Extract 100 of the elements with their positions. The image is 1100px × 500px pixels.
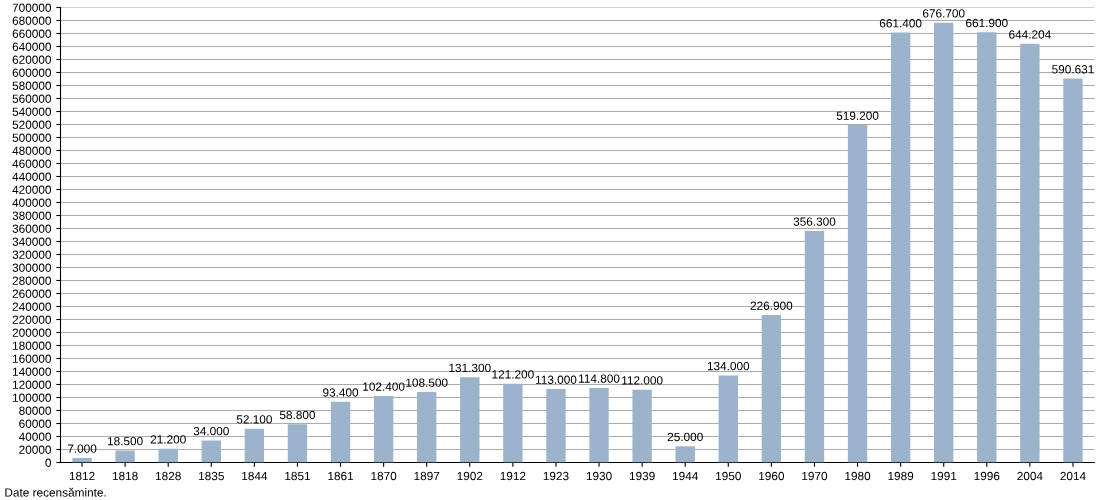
bar — [503, 383, 523, 463]
data-label: 134.000 — [707, 361, 750, 371]
x-tick-label: 1870 — [371, 471, 397, 481]
bar — [589, 387, 609, 463]
y-tick-label: 340000 — [12, 237, 52, 246]
x-tick-label: 2014 — [1060, 471, 1086, 481]
bar — [804, 230, 825, 463]
bar — [373, 395, 394, 463]
x-tick-label: 1828 — [155, 471, 181, 481]
x-tick-label: 1912 — [500, 471, 526, 481]
y-tick-label: 480000 — [12, 146, 52, 155]
data-label: 121.200 — [492, 370, 534, 379]
x-tick-label: 1818 — [112, 471, 138, 481]
y-tick-label: 160000 — [12, 354, 52, 363]
y-tick-label: 400000 — [12, 198, 52, 207]
bar — [115, 450, 135, 463]
y-tick-label: 200000 — [12, 328, 52, 337]
y-tick-label: 460000 — [12, 159, 52, 168]
data-label: 356.300 — [793, 217, 836, 226]
y-tick-label: 620000 — [12, 55, 52, 64]
x-tick-label: 1844 — [242, 471, 268, 481]
x-tick-label: 1902 — [457, 471, 483, 481]
x-tick-label: 1944 — [672, 471, 698, 481]
y-tick-label: 120000 — [12, 380, 52, 389]
x-tick-label: 1939 — [629, 471, 655, 481]
bar — [330, 401, 351, 463]
data-label: 644.204 — [1009, 30, 1051, 39]
y-tick-label: 40000 — [18, 432, 52, 441]
y-tick-label: 580000 — [12, 81, 52, 90]
bar — [977, 32, 997, 463]
y-tick-label: 420000 — [12, 185, 52, 194]
data-label: 113.000 — [535, 375, 577, 384]
y-tick-label: 0 — [45, 458, 52, 467]
bar — [201, 440, 221, 463]
bar — [244, 428, 265, 463]
x-tick-label: 1960 — [759, 471, 785, 481]
y-tick-label: 260000 — [12, 289, 52, 298]
bar — [72, 457, 92, 463]
y-tick-label: 440000 — [12, 172, 52, 181]
y-tick-label: 20000 — [19, 445, 52, 454]
x-tick-label: 2004 — [1017, 471, 1043, 481]
y-tick-label: 640000 — [12, 42, 52, 51]
y-tick-label: 60000 — [19, 419, 52, 428]
y-tick-label: 380000 — [12, 211, 52, 220]
bar — [718, 375, 738, 463]
data-label: 590.631 — [1052, 65, 1094, 74]
data-label: 102.400 — [363, 382, 405, 391]
bar — [417, 391, 437, 463]
x-tick-label: 1851 — [285, 471, 311, 481]
y-tick-label: 500000 — [12, 133, 52, 142]
data-label: 114.800 — [579, 374, 620, 383]
y-tick-label: 100000 — [12, 393, 52, 402]
y-tick-label: 300000 — [12, 263, 52, 272]
y-tick-label: 280000 — [12, 276, 52, 285]
x-tick-label: 1812 — [69, 471, 95, 481]
bar — [632, 389, 652, 463]
bar — [1063, 78, 1083, 463]
bar — [1020, 43, 1040, 463]
y-tick-label: 560000 — [12, 94, 52, 103]
data-label: 52.100 — [236, 415, 272, 424]
bar — [158, 448, 178, 463]
x-tick-label: 1989 — [888, 471, 914, 481]
bar — [546, 389, 566, 463]
data-label: 7.000 — [67, 444, 97, 453]
x-tick-label: 1950 — [716, 471, 741, 481]
bar — [287, 424, 308, 463]
data-label: 93.400 — [323, 388, 359, 397]
x-tick-label: 1835 — [199, 471, 224, 481]
y-tick-label: 360000 — [12, 224, 52, 233]
data-label: 25.000 — [667, 432, 703, 442]
y-tick-label: 240000 — [12, 302, 52, 311]
data-label: 131.300 — [449, 363, 491, 373]
y-tick-label: 680000 — [12, 16, 52, 25]
data-label: 108.500 — [406, 378, 448, 387]
y-tick-label: 80000 — [19, 406, 52, 415]
data-label: 58.800 — [279, 410, 316, 420]
data-label: 661.900 — [966, 18, 1008, 28]
bar — [460, 377, 480, 463]
data-label: 34.000 — [193, 426, 229, 436]
x-tick-label: 1970 — [802, 471, 828, 481]
x-tick-label: 1980 — [845, 471, 871, 481]
bar — [761, 315, 782, 463]
y-tick-label: 540000 — [12, 107, 52, 116]
x-tick-label: 1996 — [974, 471, 1000, 481]
data-label: 18.500 — [107, 437, 143, 446]
y-tick-label: 180000 — [12, 341, 52, 350]
data-label: 226.900 — [750, 301, 793, 310]
y-tick-label: 600000 — [12, 68, 52, 77]
data-label: 112.000 — [622, 376, 663, 385]
x-tick-label: 1923 — [543, 471, 569, 481]
y-tick-label: 700000 — [12, 3, 52, 12]
bar — [934, 22, 954, 463]
data-label: 519.200 — [836, 111, 879, 120]
data-label: 21.200 — [150, 435, 186, 444]
y-tick-label: 660000 — [12, 29, 52, 38]
y-tick-label: 520000 — [12, 120, 52, 129]
bar — [890, 32, 911, 463]
x-tick-label: 1861 — [328, 471, 354, 481]
bar — [675, 446, 695, 463]
y-tick-label: 320000 — [12, 250, 52, 259]
